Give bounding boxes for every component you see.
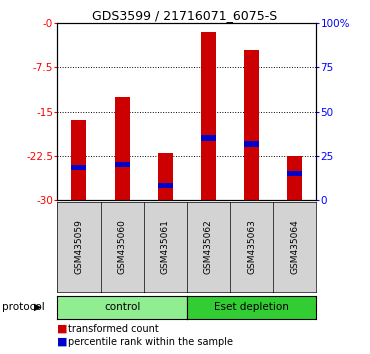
- Text: ■: ■: [57, 337, 68, 347]
- Bar: [201, 32, 216, 200]
- Text: GSM435063: GSM435063: [247, 219, 256, 274]
- Text: ■: ■: [57, 324, 68, 333]
- Text: GSM435062: GSM435062: [204, 219, 213, 274]
- Text: percentile rank within the sample: percentile rank within the sample: [68, 337, 233, 347]
- Bar: [115, 162, 130, 167]
- Bar: [201, 135, 216, 141]
- Bar: [71, 120, 87, 200]
- Text: ▶: ▶: [34, 302, 41, 312]
- Text: GSM435060: GSM435060: [118, 219, 127, 274]
- Bar: [71, 165, 87, 170]
- Bar: [115, 97, 130, 200]
- Text: control: control: [104, 302, 140, 312]
- Text: transformed count: transformed count: [68, 324, 159, 333]
- Text: Eset depletion: Eset depletion: [214, 302, 289, 312]
- Bar: [287, 156, 302, 200]
- Text: GSM435059: GSM435059: [74, 219, 83, 274]
- Text: GSM435061: GSM435061: [161, 219, 170, 274]
- Bar: [244, 141, 259, 147]
- Text: GSM435064: GSM435064: [290, 219, 299, 274]
- Bar: [158, 183, 173, 188]
- Bar: [158, 153, 173, 200]
- Text: protocol: protocol: [2, 302, 45, 312]
- Text: GDS3599 / 21716071_6075-S: GDS3599 / 21716071_6075-S: [92, 9, 278, 22]
- Bar: [244, 50, 259, 200]
- Bar: [287, 171, 302, 176]
